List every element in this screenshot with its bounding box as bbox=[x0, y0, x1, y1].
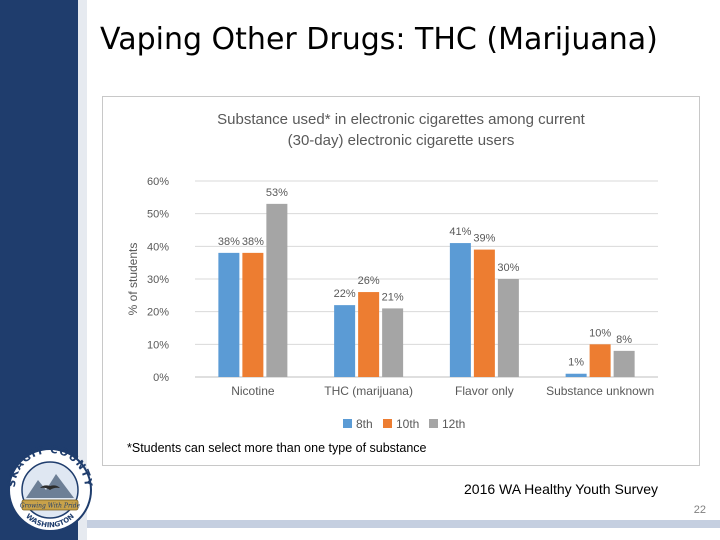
bar-chart: 0% 10% 20% 30% 40% 50% 60% % of students 38% 38% 5… bbox=[126, 176, 658, 431]
data-label: 53% bbox=[266, 187, 288, 199]
y-tick-label: 60% bbox=[147, 176, 169, 188]
data-label: 41% bbox=[449, 226, 471, 238]
bar-8th-1 bbox=[334, 305, 356, 377]
data-label: 38% bbox=[218, 236, 240, 248]
bar-12th-3 bbox=[613, 350, 635, 377]
y-tick-label: 20% bbox=[147, 307, 169, 319]
y-tick-label: 40% bbox=[147, 241, 169, 253]
chart-title-line-1: Substance used* in electronic cigarettes… bbox=[217, 111, 585, 128]
bar-12th-0 bbox=[266, 203, 288, 377]
bar-8th-3 bbox=[565, 373, 587, 377]
legend-label: 10th bbox=[396, 417, 419, 431]
chart-panel: Substance used* in electronic cigarettes… bbox=[102, 96, 700, 466]
legend-swatch-10th bbox=[383, 419, 392, 428]
seal-banner-text: Growing With Pride bbox=[20, 503, 81, 510]
data-label: 1% bbox=[568, 357, 584, 369]
legend-label: 12th bbox=[442, 417, 465, 431]
chart-title: Substance used* in electronic cigarettes… bbox=[103, 109, 699, 151]
x-tick-label: Substance unknown bbox=[546, 384, 654, 398]
y-axis-title: % of students bbox=[126, 243, 140, 316]
y-tick-label: 50% bbox=[147, 209, 169, 221]
bottom-accent-bar bbox=[87, 520, 720, 528]
legend-swatch-8th bbox=[343, 419, 352, 428]
sidebar-edge bbox=[78, 0, 87, 540]
chart-footnote: *Students can select more than one type … bbox=[127, 441, 427, 455]
slide-title: Vaping Other Drugs: THC (Marijuana) bbox=[100, 22, 658, 57]
data-label: 38% bbox=[242, 236, 264, 248]
county-seal-logo: Growing With Pride SKAGIT COUNTY WASHING… bbox=[6, 444, 93, 532]
page-number: 22 bbox=[693, 504, 706, 516]
bar-10th-3 bbox=[589, 344, 611, 377]
legend-label: 8th bbox=[356, 417, 373, 431]
bar-12th-2 bbox=[497, 279, 519, 377]
y-tick-label: 0% bbox=[153, 372, 169, 384]
data-label: 10% bbox=[589, 327, 611, 339]
data-label: 8% bbox=[616, 334, 632, 346]
y-tick-label: 30% bbox=[147, 274, 169, 286]
legend-swatch-12th bbox=[429, 419, 438, 428]
bar-12th-1 bbox=[382, 308, 404, 377]
bar-8th-0 bbox=[218, 252, 240, 377]
data-label: 26% bbox=[358, 275, 380, 287]
bar-10th-1 bbox=[358, 292, 380, 377]
x-tick-label: Flavor only bbox=[455, 384, 514, 398]
bar-8th-2 bbox=[449, 243, 471, 377]
eagle-icon bbox=[40, 485, 60, 490]
data-label: 39% bbox=[473, 233, 495, 245]
bar-10th-2 bbox=[473, 249, 495, 377]
seal-banner bbox=[21, 499, 79, 511]
data-label: 22% bbox=[334, 288, 356, 300]
data-label: 30% bbox=[497, 262, 519, 274]
data-label: 21% bbox=[382, 291, 404, 303]
chart-title-line-2: (30-day) electronic cigarette users bbox=[287, 132, 515, 149]
source-citation: 2016 WA Healthy Youth Survey bbox=[464, 481, 659, 497]
y-tick-label: 10% bbox=[147, 339, 169, 351]
x-tick-label: THC (marijuana) bbox=[324, 384, 413, 398]
bar-10th-0 bbox=[242, 252, 264, 377]
x-tick-label: Nicotine bbox=[231, 384, 275, 398]
